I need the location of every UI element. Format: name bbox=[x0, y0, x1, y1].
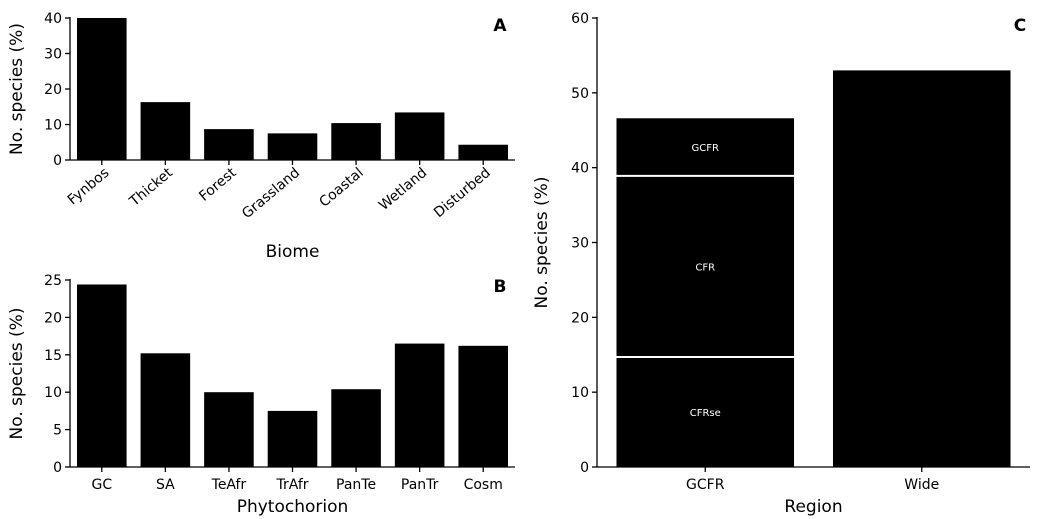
y-tick-label: 0 bbox=[53, 460, 62, 476]
bar bbox=[140, 102, 191, 160]
bar bbox=[76, 18, 127, 160]
y-tick-label: 0 bbox=[53, 153, 62, 169]
bar bbox=[267, 133, 318, 160]
y-tick-label: 50 bbox=[571, 86, 589, 102]
bar-segment bbox=[616, 118, 795, 176]
x-tick-label: Wide bbox=[904, 477, 939, 493]
x-tick-label: GCFR bbox=[686, 477, 725, 493]
x-tick-label: SA bbox=[156, 477, 175, 493]
chart-panel-c: 0 10 20 30 40 50 60 CFRse CFR GCFR GCFR Wide Region N… bbox=[532, 11, 1030, 517]
x-tick-label: PanTe bbox=[336, 477, 376, 493]
x-axis-title: Phytochorion bbox=[237, 497, 349, 517]
y-tick-label: 10 bbox=[44, 385, 62, 401]
y-tick-label: 0 bbox=[580, 460, 589, 476]
y-tick-label: 40 bbox=[571, 161, 589, 177]
x-tick-label: PanTr bbox=[401, 477, 439, 493]
y-tick-label: 30 bbox=[571, 236, 589, 252]
panel-letter: A bbox=[493, 16, 507, 36]
x-tick-label: GC bbox=[91, 477, 112, 493]
y-tick-label: 40 bbox=[44, 11, 62, 27]
y-axis-title: No. species (%) bbox=[7, 23, 27, 155]
y-tick-label: 10 bbox=[44, 118, 62, 134]
bar-segment bbox=[616, 356, 795, 467]
x-tick-label: Cosm bbox=[464, 477, 503, 493]
chart-panel-b: 0 5 10 15 20 25 GC SA TeAfr TrAfr PanTe PanTr Cosm Ph… bbox=[7, 273, 515, 517]
y-tick-label: 20 bbox=[571, 310, 589, 326]
y-tick-label: 5 bbox=[53, 423, 62, 439]
chart-panel-a: 0 10 20 30 40 Fynbos Thicket Forest Grassland Coa… bbox=[7, 11, 515, 262]
bar bbox=[458, 144, 509, 160]
x-tick-label: Wetland bbox=[376, 165, 430, 214]
y-tick-label: 60 bbox=[571, 11, 589, 27]
y-tick-label: 30 bbox=[44, 47, 62, 63]
x-tick-label: Thicket bbox=[126, 164, 176, 210]
bar bbox=[204, 392, 254, 467]
segment-label: CFRse bbox=[690, 408, 721, 419]
y-axis-title: No. species (%) bbox=[532, 177, 552, 309]
segment-label: CFR bbox=[695, 262, 715, 273]
y-tick-label: 10 bbox=[571, 385, 589, 401]
panel-letter: B bbox=[494, 277, 507, 297]
bar bbox=[267, 410, 318, 467]
x-tick-label: Grassland bbox=[239, 165, 303, 222]
bar-segment bbox=[832, 70, 1011, 467]
bar bbox=[458, 345, 509, 467]
x-tick-label: Disturbed bbox=[431, 165, 494, 221]
y-axis-title: No. species (%) bbox=[7, 308, 27, 440]
bar bbox=[204, 129, 254, 160]
x-tick-label: Fynbos bbox=[65, 165, 113, 209]
bar bbox=[331, 389, 381, 467]
x-axis-title: Biome bbox=[266, 242, 320, 262]
bar-segment bbox=[616, 175, 795, 357]
x-tick-label: Forest bbox=[196, 164, 240, 204]
y-tick-label: 15 bbox=[44, 348, 62, 364]
y-tick-label: 20 bbox=[44, 310, 62, 326]
x-axis-title: Region bbox=[784, 497, 842, 517]
bar bbox=[394, 112, 445, 160]
x-tick-label: Coastal bbox=[316, 165, 366, 211]
y-tick-label: 25 bbox=[44, 273, 62, 289]
bar bbox=[140, 353, 191, 467]
bar bbox=[394, 343, 445, 467]
x-tick-label: TeAfr bbox=[211, 477, 247, 493]
bar bbox=[331, 123, 381, 160]
y-tick-label: 20 bbox=[44, 82, 62, 98]
panel-letter: C bbox=[1014, 16, 1026, 36]
bar bbox=[76, 284, 127, 467]
x-tick-label: TrAfr bbox=[275, 477, 308, 493]
segment-label: GCFR bbox=[692, 143, 719, 154]
